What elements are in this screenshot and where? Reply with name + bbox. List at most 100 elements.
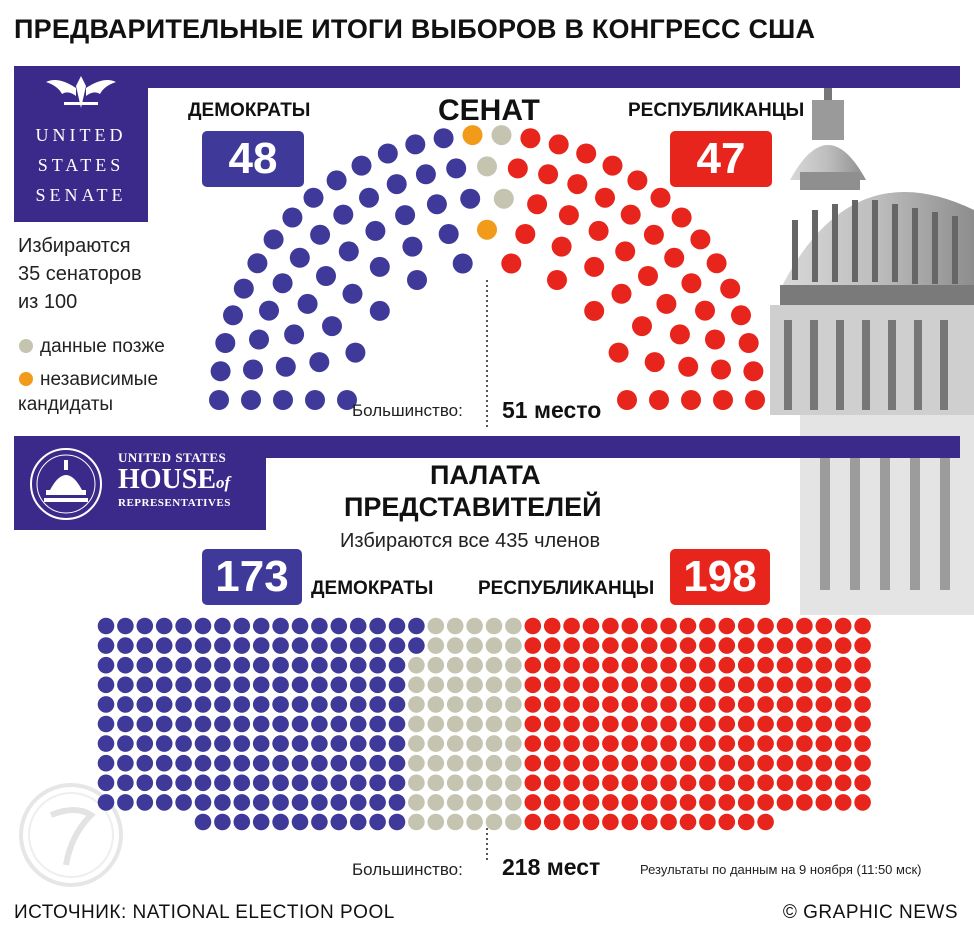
house-seat-dem [330, 656, 348, 674]
house-seat-dem [136, 754, 154, 772]
senate-seat-chart [209, 125, 765, 428]
house-seat-dem [330, 676, 348, 694]
senate-band [14, 66, 960, 88]
house-seat-dem [175, 735, 192, 752]
house-seat-rep [854, 637, 871, 654]
house-seat-dem [175, 617, 192, 635]
house-seat-dem [291, 774, 309, 792]
senate-seat-dem [426, 194, 447, 215]
senate-seat-dem [338, 241, 359, 262]
house-seat-dem [233, 617, 251, 635]
house-seat-pending [466, 774, 483, 792]
senate-seat-rep [520, 128, 541, 149]
house-seat-rep [602, 774, 619, 792]
house-seat-dem [214, 676, 231, 694]
house-seat-rep [776, 696, 794, 713]
house-seat-rep [776, 637, 794, 654]
house-seat-pending [505, 617, 522, 635]
house-seat-pending [427, 794, 445, 811]
house-seat-dem [272, 637, 289, 654]
house-seat-rep [563, 617, 580, 635]
senate-seat-pending [477, 156, 497, 177]
house-seat-pending [485, 813, 503, 831]
house-seat-rep [854, 794, 871, 811]
house-seat-dem [330, 715, 348, 733]
house-seat-dem [117, 656, 134, 674]
house-seat-rep [815, 754, 833, 772]
senate-logo-line1: UNITED [35, 125, 127, 145]
house-seat-dem [311, 715, 328, 733]
house-seat-dem [97, 754, 115, 772]
house-seat-dem [252, 715, 270, 733]
senate-seat-rep [644, 352, 665, 373]
house-seat-rep [582, 696, 600, 713]
house-majority-label: Большинство: [352, 860, 463, 879]
house-seat-rep [640, 676, 658, 694]
house-seat-rep [679, 637, 697, 654]
house-seat-rep [679, 774, 697, 792]
house-seat-rep [660, 754, 677, 772]
house-seat-dem [194, 813, 212, 831]
house-seat-dem [252, 774, 270, 792]
house-seat-rep [524, 735, 542, 752]
house-seat-dem [291, 813, 309, 831]
house-dem-label: ДЕМОКРАТЫ [311, 578, 434, 599]
senate-seat-dem [215, 333, 236, 353]
house-seat-pending [408, 715, 425, 733]
house-seat-dem [175, 774, 192, 792]
house-logo-line3: REPRESENTATIVES [118, 497, 231, 509]
house-seat-rep [640, 617, 658, 635]
house-seat-dem [311, 676, 328, 694]
house-seat-pending [427, 637, 445, 654]
house-seat-pending [466, 696, 483, 713]
house-seat-dem [369, 794, 386, 811]
house-seat-rep [621, 794, 639, 811]
house-seat-rep [718, 715, 736, 733]
senate-seat-dem [395, 205, 416, 226]
house-seat-rep [524, 794, 542, 811]
senate-seat-dem [369, 256, 390, 277]
house-seat-pending [446, 656, 464, 674]
house-seat-dem [136, 656, 154, 674]
house-seat-rep [718, 774, 736, 792]
house-seat-rep [718, 637, 736, 654]
house-seat-dem [233, 813, 251, 831]
house-seat-dem [369, 696, 386, 713]
house-seat-rep [524, 696, 542, 713]
legend-independent-label-line1: независимые [40, 369, 159, 390]
senate-seat-dem [452, 253, 473, 274]
house-seat-dem [330, 774, 348, 792]
house-seat-dem [194, 696, 212, 713]
house-seat-dem [155, 794, 173, 811]
house-seat-pending [466, 794, 483, 811]
house-seat-rep [582, 754, 600, 772]
house-seat-pending [427, 813, 445, 831]
house-seat-rep [737, 637, 755, 654]
house-seat-rep [563, 696, 580, 713]
senate-seat-dem [377, 143, 398, 164]
house-seat-dem [233, 696, 251, 713]
house-seat-pending [505, 735, 522, 752]
house-seat-rep [621, 774, 639, 792]
house-seat-dem [175, 754, 192, 772]
house-seat-pending [485, 696, 503, 713]
house-seat-dem [233, 774, 251, 792]
senate-seat-rep [617, 390, 637, 410]
house-seat-rep [679, 696, 697, 713]
senate-seat-dem [446, 158, 467, 179]
house-seat-dem [136, 715, 154, 733]
house-seat-dem [194, 617, 212, 635]
house-seat-dem [272, 696, 289, 713]
house-seat-dem [252, 656, 270, 674]
house-seat-pending [466, 735, 483, 752]
house-seat-rep [582, 656, 600, 674]
house-seat-dem [175, 676, 192, 694]
house-seat-rep [543, 696, 561, 713]
senate-seat-dem [438, 224, 459, 244]
senate-seat-rep [706, 253, 727, 274]
house-seat-rep [524, 676, 542, 694]
house-seat-rep [737, 715, 755, 733]
house-seat-dem [155, 774, 173, 792]
house-seat-dem [214, 617, 231, 635]
house-seat-rep [834, 774, 852, 792]
